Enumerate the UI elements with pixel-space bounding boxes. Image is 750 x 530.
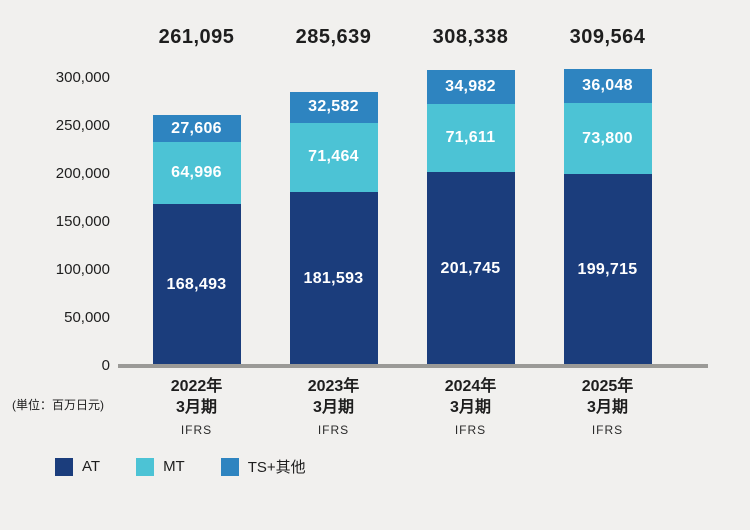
category-year: 2024年 [444, 378, 497, 395]
bar-segment-TS+其他: 34,982 [426, 70, 515, 104]
category-period: 3月期 [450, 399, 491, 416]
legend: AT MT TS+其他 [55, 456, 306, 477]
y-axis: 0 50,000 100,000 150,000 200,000 250,000 300,0… [0, 0, 118, 530]
stacked-bar: 27,606 64,996 168,493 [152, 115, 241, 366]
total-label: 309,564 [569, 26, 646, 48]
y-tick-label: 100,000 [55, 261, 110, 278]
legend-label: AT [82, 458, 101, 475]
stacked-bar: 34,982 71,611 201,745 [426, 70, 515, 366]
stacked-bar: 36,048 73,800 199,715 [563, 68, 652, 366]
x-category-label: 2023年 3月期 IFRS [265, 376, 402, 437]
y-tick-label: 250,000 [55, 117, 110, 134]
x-category-label: 2025年 3月期 IFRS [539, 376, 676, 437]
bar-slot: 36,048 73,800 199,715 [539, 68, 676, 366]
stacked-bar: 32,582 71,464 181,593 [289, 91, 378, 366]
bar-slot: 32,582 71,464 181,593 [265, 78, 402, 366]
category-standard: IFRS [180, 423, 213, 437]
category-year: 2022年 [170, 378, 223, 395]
category-period: 3月期 [313, 399, 354, 416]
bar-segment-MT: 71,464 [289, 123, 378, 192]
bar-segment-AT: 181,593 [289, 191, 378, 366]
total-label: 261,095 [158, 26, 235, 48]
bar-segment-MT: 73,800 [563, 103, 652, 175]
legend-swatch-icon [220, 457, 239, 476]
legend-label: TS+其他 [247, 459, 306, 476]
category-period: 3月期 [587, 399, 628, 416]
y-tick-label: 150,000 [55, 213, 110, 230]
y-tick-label: 50,000 [64, 309, 110, 326]
unit-label: (単位：百万日元) [12, 398, 104, 412]
category-year: 2025年 [581, 378, 634, 395]
category-standard: IFRS [591, 423, 624, 437]
category-standard: IFRS [317, 423, 350, 437]
y-tick-label: 300,000 [55, 69, 110, 86]
total-label: 308,338 [432, 26, 509, 48]
bar-slot: 34,982 71,611 201,745 [402, 70, 539, 366]
category-year: 2023年 [307, 378, 360, 395]
x-category-label: 2024年 3月期 IFRS [402, 376, 539, 437]
legend-item-MT: MT [136, 457, 185, 476]
plot-area: 27,606 64,996 168,493 32,582 71,464 181,593 34… [128, 68, 676, 366]
bar-segment-TS+其他: 27,606 [152, 115, 241, 142]
x-category-label: 2022年 3月期 IFRS [128, 376, 265, 437]
legend-swatch-icon [55, 457, 73, 476]
y-tick-label: 200,000 [55, 165, 110, 182]
bar-segment-AT: 199,715 [563, 174, 652, 366]
bar-slot: 27,606 64,996 168,493 [128, 78, 265, 366]
legend-swatch-icon [136, 457, 155, 476]
x-axis-line [118, 364, 708, 368]
bar-segment-TS+其他: 36,048 [563, 68, 652, 104]
totals-row: 261,095 285,639 308,338 309,564 [128, 26, 676, 49]
total-label: 285,639 [295, 26, 372, 48]
legend-item-AT: AT [55, 457, 101, 476]
bar-segment-AT: 201,745 [426, 172, 515, 366]
bar-segment-MT: 71,611 [426, 103, 515, 173]
legend-label: MT [163, 458, 185, 475]
y-tick-label: 0 [101, 357, 110, 374]
category-standard: IFRS [454, 423, 487, 437]
category-period: 3月期 [176, 399, 217, 416]
bar-segment-MT: 64,996 [152, 141, 241, 205]
legend-item-TS+其他: TS+其他 [220, 456, 306, 477]
x-axis-labels: 2022年 3月期 IFRS 2023年 3月期 IFRS 2024年 3月期 IFRS 2025… [128, 376, 676, 437]
bar-segment-TS+其他: 32,582 [289, 91, 378, 124]
bar-segment-AT: 168,493 [152, 204, 241, 366]
